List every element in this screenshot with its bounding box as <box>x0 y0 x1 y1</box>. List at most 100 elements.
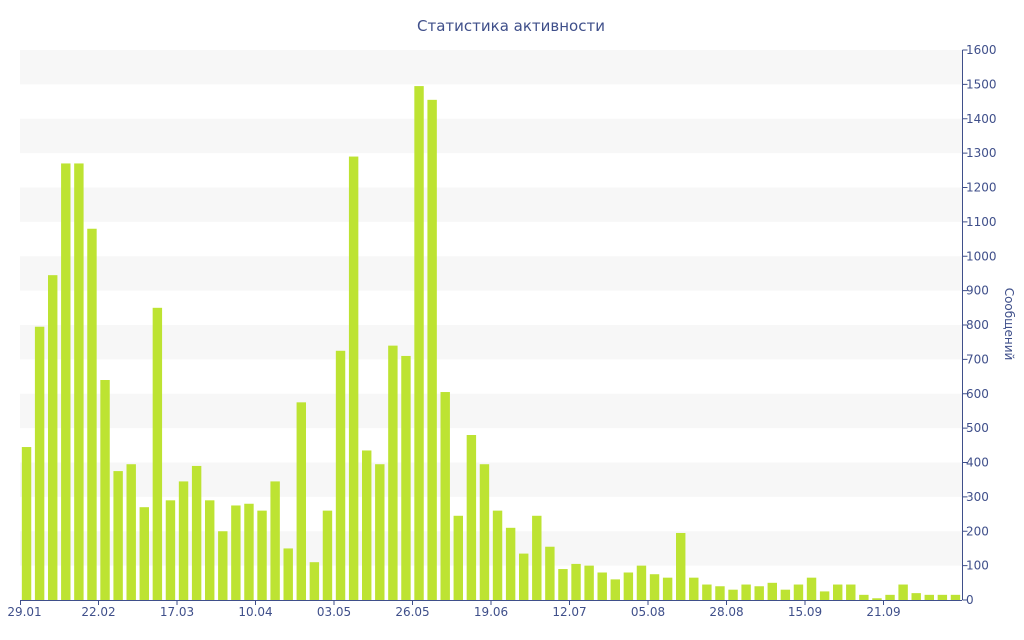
x-tick-label: 21.09 <box>866 605 900 619</box>
bar <box>34 326 45 600</box>
grid-band <box>20 531 962 566</box>
bar <box>872 598 882 600</box>
bar <box>806 577 817 600</box>
grid-band <box>20 118 962 154</box>
y-tick-label: 900 <box>966 284 989 298</box>
bar <box>558 569 568 600</box>
x-tick-label: 19.06 <box>474 605 508 619</box>
y-tick-label: 1500 <box>966 77 997 91</box>
bar <box>100 380 110 600</box>
y-tick-label: 1200 <box>966 181 997 195</box>
bar <box>414 86 424 601</box>
grid-band <box>20 393 962 429</box>
bar <box>139 507 149 600</box>
bar <box>165 500 176 600</box>
x-tick-label: 05.08 <box>631 605 665 619</box>
x-tick-label: 10.04 <box>238 605 272 619</box>
bar <box>362 450 372 600</box>
x-axis: 29.01 22.02 17.03 10.04 03.05 26.05 19.06 12.07… <box>7 600 962 619</box>
bar <box>388 345 398 601</box>
bar <box>205 500 215 600</box>
bar <box>218 531 228 600</box>
bar <box>244 503 254 600</box>
bar <box>911 593 921 601</box>
bar <box>309 562 320 600</box>
bar <box>453 515 463 600</box>
bar <box>636 565 647 601</box>
bar <box>21 447 32 600</box>
bar <box>48 275 58 600</box>
y-tick-label: 100 <box>966 559 989 573</box>
bar <box>231 505 241 600</box>
bar <box>623 572 634 600</box>
bar <box>702 584 712 600</box>
bar <box>885 594 895 600</box>
bar <box>597 572 607 600</box>
bar <box>610 579 620 601</box>
x-tick-label: 03.05 <box>317 605 351 619</box>
y-tick-label: 300 <box>966 490 989 504</box>
bar <box>950 594 961 600</box>
x-tick-label: 17.03 <box>160 605 194 619</box>
x-tick-label: 12.07 <box>552 605 586 619</box>
bar <box>375 464 385 600</box>
bar <box>676 532 686 600</box>
y-tick-label: 400 <box>966 456 989 470</box>
bar <box>662 577 673 600</box>
y-tick-label: 1100 <box>966 215 997 229</box>
bar <box>322 510 333 601</box>
chart-title: Статистика активности <box>417 17 605 35</box>
bar <box>296 402 306 600</box>
bar <box>728 589 738 600</box>
bar <box>754 586 764 600</box>
bar <box>519 553 529 600</box>
y-tick-label: 1600 <box>966 43 997 57</box>
bar <box>191 465 202 600</box>
grid-band <box>20 50 962 85</box>
bar <box>440 392 450 600</box>
bar <box>348 156 359 600</box>
bar <box>152 307 163 600</box>
bar <box>87 228 97 600</box>
bar <box>61 163 71 600</box>
y-tick-label: 500 <box>966 421 989 435</box>
bar <box>113 471 123 600</box>
bar <box>741 584 751 600</box>
y-tick-label: 600 <box>966 387 989 401</box>
bar <box>898 584 908 600</box>
bar <box>545 546 555 600</box>
y-tick-label: 1300 <box>966 146 997 160</box>
grid-bands <box>20 50 962 566</box>
bar <box>846 584 856 600</box>
bar <box>767 582 777 600</box>
bar <box>283 548 293 600</box>
bar <box>924 594 934 600</box>
bar <box>689 577 699 600</box>
bar <box>466 435 477 600</box>
bar <box>427 99 437 600</box>
grid-band <box>20 325 962 360</box>
y-tick-label: 200 <box>966 524 989 538</box>
x-tick-label: 22.02 <box>81 605 115 619</box>
bar <box>833 584 843 600</box>
y-tick-label: 1000 <box>966 249 997 263</box>
bar <box>819 591 830 600</box>
bar <box>257 510 267 601</box>
bar <box>401 355 411 600</box>
grid-band <box>20 462 962 497</box>
y-axis: 0 100 200 300 400 500 600 700 800 900 1000 1100 1200… <box>962 43 997 607</box>
bar <box>780 589 791 600</box>
x-tick-label: 26.05 <box>395 605 429 619</box>
bar <box>859 594 869 600</box>
bar <box>479 464 490 600</box>
bar <box>571 563 581 600</box>
bar <box>74 163 84 600</box>
bar <box>335 350 346 600</box>
bar <box>937 594 948 600</box>
bar <box>532 515 542 600</box>
bar <box>793 584 804 600</box>
bar <box>492 510 503 601</box>
grid-band <box>20 256 962 291</box>
y-axis-label: Сообщений <box>1002 288 1016 361</box>
